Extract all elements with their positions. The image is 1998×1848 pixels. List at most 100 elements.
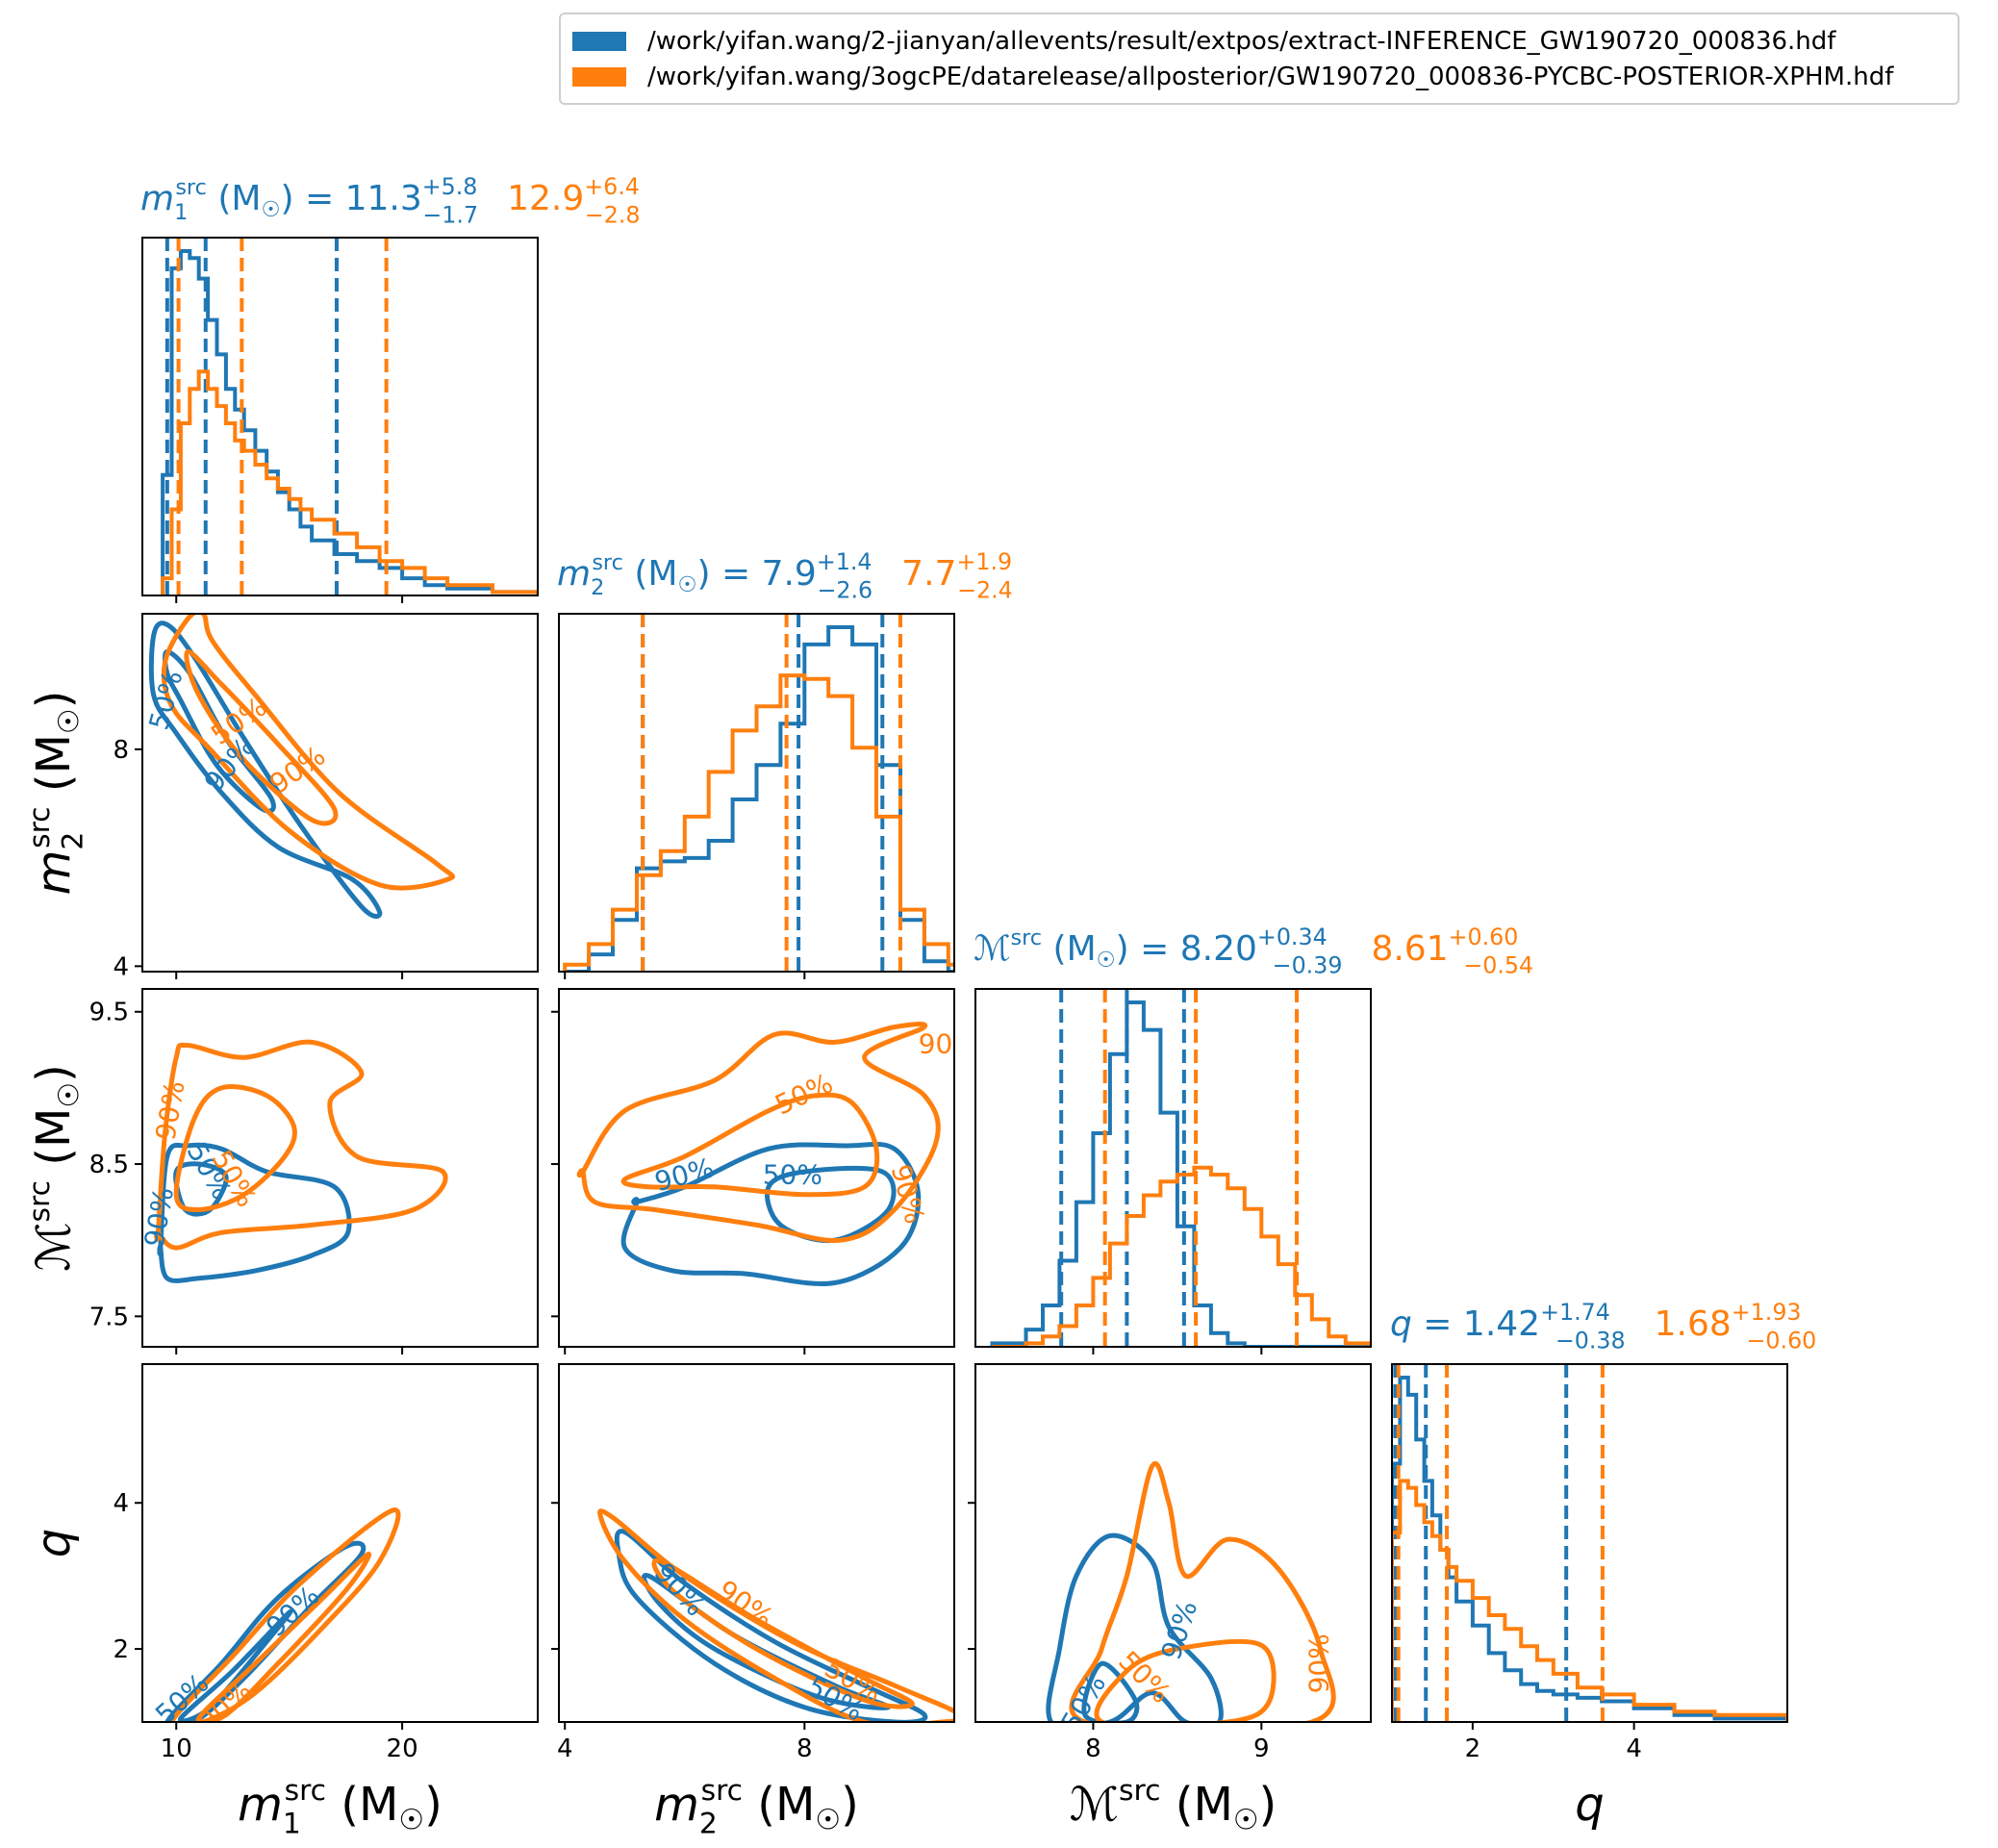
- panel-2d-m2-q: 90% 90%50%50%: [558, 1363, 955, 1723]
- contour-blue-50: [162, 649, 276, 814]
- contour-orange-90: [161, 614, 456, 891]
- panel-frame: [141, 237, 539, 596]
- title-q-blue: q = 1.42+1.74 −0.38: [1390, 1299, 1626, 1354]
- panel-title-m1: m1src (M☉) = 11.3+5.8 −1.7 12.9+6.4 −2.8: [140, 173, 641, 229]
- contour-label: 90%: [149, 1078, 190, 1143]
- contour-orange-50: [184, 649, 339, 826]
- contour-blue-90: [614, 1529, 928, 1722]
- y-tick-label: 7.5: [89, 1303, 129, 1331]
- contour-blue-90: [620, 1141, 922, 1286]
- x-axis-label-q: q: [1575, 1778, 1604, 1832]
- contour-content: 90%50%90%: [149, 1507, 401, 1722]
- panel-2d-m1-q: 90%50%90%: [141, 1363, 539, 1723]
- hist-orange: [563, 673, 954, 972]
- panel-frame: [558, 613, 955, 973]
- panel-2d-mchirp-q: 90%50% 90%50%: [974, 1363, 1372, 1736]
- contour-orange-50: [195, 1551, 372, 1722]
- x-tick-label: 4: [557, 1734, 573, 1763]
- contour-label: 50%: [771, 1067, 838, 1121]
- x-tick-label: 8: [1085, 1734, 1101, 1763]
- contour-label: 50%: [1055, 1669, 1113, 1736]
- x-tick-label: 8: [797, 1734, 813, 1763]
- y-tick-label: 9.5: [89, 999, 129, 1027]
- panel-frame: [974, 988, 1372, 1348]
- contour-label: 90%: [651, 1152, 718, 1198]
- x-axis-label-m2: m2src (M☉): [654, 1774, 859, 1841]
- hist-content-m1: [161, 238, 538, 595]
- x-tick-label: 4: [1626, 1734, 1642, 1763]
- contour-content: 90%50%50%90%: [139, 1039, 448, 1283]
- hist-orange: [1392, 1479, 1787, 1722]
- contour-content: 90%50%90% 50% 90%: [576, 1022, 978, 1286]
- contour-orange-50: [651, 1557, 915, 1709]
- panel-frame: [558, 1363, 955, 1723]
- panel-hist-m2: [558, 613, 955, 973]
- panel-title-mchirp: ℳsrc (M☉) = 8.20+0.34 −0.39 8.61+0.60 −0.54: [974, 924, 1533, 979]
- hist-blue: [1392, 1376, 1787, 1722]
- legend-entry-orange: /work/yifan.wang/3ogcPE/datarelease/allp…: [572, 60, 1893, 94]
- x-tick-label: 2: [1465, 1734, 1481, 1763]
- x-tick-label: 10: [161, 1734, 192, 1763]
- title-q-orange: 1.68+1.93 −0.60: [1655, 1299, 1817, 1354]
- panel-frame: [141, 988, 539, 1348]
- x-axis-label-m1: m1src (M☉): [238, 1774, 443, 1841]
- legend-label-orange: /work/yifan.wang/3ogcPE/datarelease/allp…: [647, 63, 1894, 91]
- panel-2d-m1-m2: 50%90%50%90%: [141, 613, 539, 973]
- contour-label: 90%: [1303, 1633, 1335, 1693]
- panel-frame: [141, 1363, 539, 1723]
- y-tick-label: 8.5: [89, 1151, 129, 1179]
- contour-label: 50%: [763, 1159, 822, 1191]
- panel-2d-m1-mchirp: 90%50%50%90%: [139, 988, 539, 1348]
- panel-title-m2: m2src (M☉) = 7.9+1.4 −2.6 7.7+1.9 −2.4: [557, 548, 1013, 604]
- y-axis-label-q: q: [27, 1529, 81, 1557]
- legend-entry-blue: /work/yifan.wang/2-jianyan/allevents/res…: [572, 24, 1835, 59]
- title-mchirp-blue: ℳsrc (M☉) = 8.20+0.34 −0.39: [974, 924, 1342, 979]
- hist-orange: [161, 369, 538, 595]
- x-tick-label: 20: [387, 1734, 418, 1763]
- contour-blue-90: [1046, 1532, 1224, 1722]
- y-tick-label: 4: [113, 1489, 129, 1518]
- panel-frame: [974, 1363, 1372, 1723]
- hist-blue: [161, 249, 538, 595]
- contour-orange-50: [173, 1084, 297, 1212]
- legend-label-blue: /work/yifan.wang/2-jianyan/allevents/res…: [647, 27, 1836, 56]
- contour-label: 90%: [139, 1185, 180, 1250]
- y-tick-label: 8: [113, 736, 129, 765]
- panel-title-q: q = 1.42+1.74 −0.38 1.68+1.93 −0.60: [1390, 1299, 1816, 1354]
- x-axis-label-mchirp: ℳsrc (M☉): [1070, 1774, 1277, 1837]
- contour-label: 90%: [919, 1028, 978, 1060]
- title-m1-blue: m1src (M☉) = 11.3+5.8 −1.7: [140, 173, 478, 229]
- contour-content: 90%50% 90%50%: [1046, 1461, 1336, 1736]
- contour-orange-50: [620, 1092, 880, 1198]
- contour-orange-90: [576, 1022, 941, 1244]
- panel-2d-m2-mchirp: 90%50%90% 50% 90%: [558, 988, 978, 1348]
- legend-swatch-orange: [572, 67, 626, 87]
- contour-blue-50: [1081, 1660, 1140, 1722]
- y-tick-label: 2: [113, 1635, 129, 1664]
- title-mchirp-orange: 8.61+0.60 −0.54: [1371, 924, 1533, 979]
- x-tick-label: 9: [1253, 1734, 1270, 1763]
- contour-blue-50: [765, 1165, 897, 1244]
- legend-swatch-blue: [572, 32, 626, 51]
- contour-content: 50%90%50%90%: [142, 614, 456, 920]
- panel-hist-m1: [141, 237, 539, 596]
- title-m2-orange: 7.7+1.9 −2.4: [901, 548, 1013, 604]
- hist-content-m2: [563, 614, 954, 972]
- hist-orange: [992, 1165, 1371, 1347]
- hist-content-mchirp: [990, 989, 1371, 1347]
- panel-frame: [1391, 1363, 1788, 1723]
- y-axis-label-mchirp: ℳsrc (M☉): [23, 1064, 87, 1272]
- contour-content: 90% 90%50%50%: [597, 1508, 954, 1722]
- contour-orange-90: [1069, 1461, 1336, 1722]
- panel-frame: [141, 613, 539, 973]
- y-tick-label: 4: [113, 952, 129, 981]
- legend: /work/yifan.wang/2-jianyan/allevents/res…: [559, 13, 1960, 105]
- hist-content-q: [1392, 1364, 1787, 1722]
- contour-orange-50: [1094, 1638, 1277, 1722]
- title-m1-orange: 12.9+6.4 −2.8: [507, 173, 640, 229]
- panel-hist-mchirp: [974, 988, 1372, 1348]
- hist-blue: [565, 625, 954, 972]
- title-m2-blue: m2src (M☉) = 7.9+1.4 −2.6: [557, 548, 873, 604]
- contour-orange-90: [154, 1039, 448, 1251]
